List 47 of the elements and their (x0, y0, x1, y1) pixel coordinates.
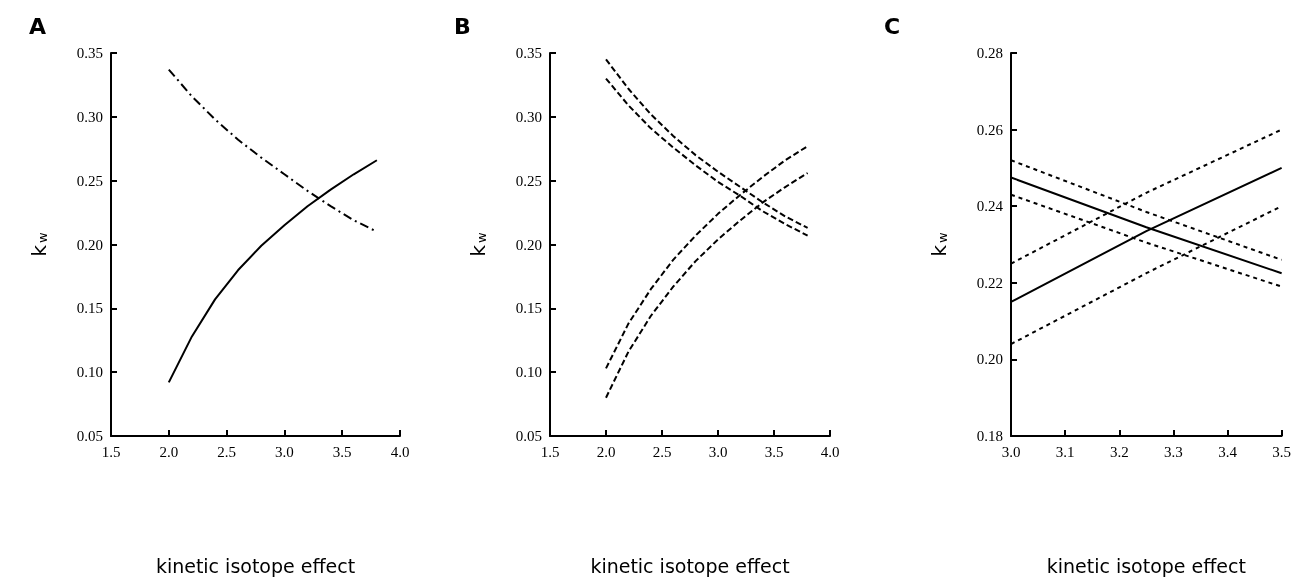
y-tick-label: 0.20 (976, 351, 1003, 368)
x-tick-label: 1.5 (101, 443, 121, 460)
y-tick-label: 0.05 (76, 428, 103, 444)
x-tick-label: 4.0 (390, 443, 410, 460)
chart-title: A (29, 13, 47, 39)
x-tick-label: 4.0 (820, 443, 840, 460)
x-axis-title: kinetic isotope effect (155, 554, 356, 577)
x-tick-label: 2.0 (596, 443, 616, 460)
x-tick-label: 3.0 (1001, 443, 1021, 460)
y-tick-label: 0.30 (76, 108, 103, 125)
y-tick-label: 0.25 (515, 172, 542, 189)
x-tick-label: 2.0 (159, 443, 179, 460)
x-tick-label: 1.5 (540, 443, 560, 460)
y-tick-label: 0.35 (76, 45, 103, 61)
y-tick-label: 0.15 (76, 300, 103, 317)
x-tick-label: 3.5 (332, 443, 352, 460)
y-tick-label: 0.20 (515, 236, 542, 253)
y-axis-title: kw (27, 232, 51, 257)
x-tick-label: 3.1 (1055, 443, 1075, 460)
x-tick-label: 2.5 (652, 443, 672, 460)
y-tick-label: 0.10 (515, 364, 542, 381)
x-tick-label: 2.5 (217, 443, 236, 460)
x-tick-label: 3.5 (1272, 443, 1291, 460)
x-axis-title: kinetic isotope effect (590, 554, 790, 577)
x-axis-title: kinetic isotope effect (1046, 554, 1246, 577)
y-tick-label: 0.05 (515, 428, 542, 444)
y-tick-label: 0.26 (976, 121, 1004, 138)
y-tick-label: 0.10 (76, 364, 103, 381)
x-tick-label: 3.4 (1218, 443, 1238, 460)
y-tick-label: 0.28 (976, 45, 1003, 61)
y-tick-label: 0.30 (515, 108, 542, 125)
x-tick-label: 3.2 (1109, 443, 1129, 460)
y-tick-label: 0.35 (515, 45, 542, 61)
x-tick-label: 3.3 (1164, 443, 1183, 460)
chart-title: B (454, 13, 471, 39)
y-tick-label: 0.18 (976, 428, 1003, 444)
chart-title: C (884, 13, 901, 39)
y-tick-label: 0.25 (76, 172, 103, 189)
y-tick-label: 0.24 (976, 198, 1004, 215)
y-axis-title: kw (466, 232, 490, 257)
x-tick-label: 3.0 (275, 443, 294, 460)
x-tick-label: 3.0 (708, 443, 728, 460)
x-tick-label: 3.5 (764, 443, 784, 460)
y-tick-label: 0.20 (76, 236, 103, 253)
y-tick-label: 0.22 (976, 274, 1003, 291)
y-tick-label: 0.15 (515, 300, 542, 317)
y-axis-title: kw (927, 232, 951, 257)
